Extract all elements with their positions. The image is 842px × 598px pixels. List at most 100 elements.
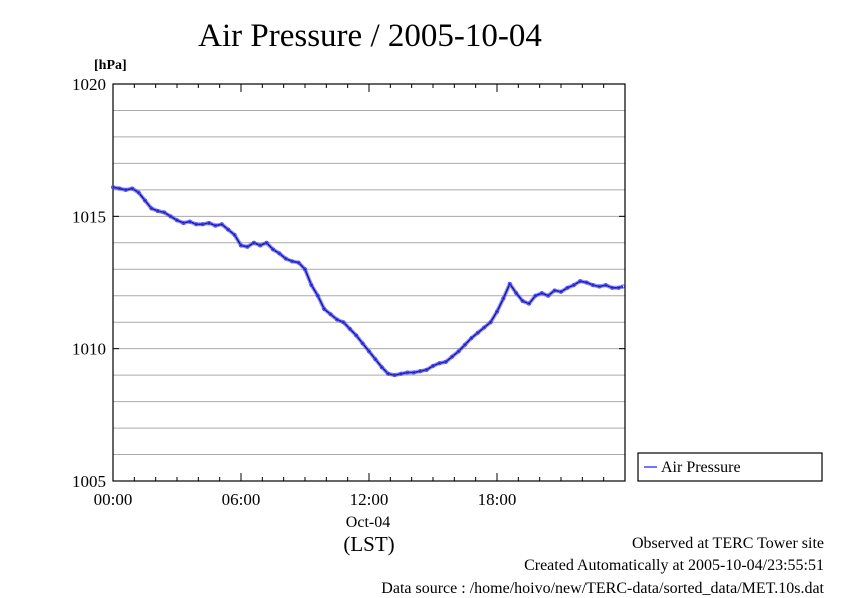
created-timestamp-note: Created Automatically at 2005-10-04/23:5… <box>524 557 824 574</box>
data-point <box>520 299 525 304</box>
data-source-note: Data source : /home/hoivo/new/TERC-data/… <box>381 580 824 597</box>
x-tick-label: 06:00 <box>222 490 261 509</box>
data-point <box>206 220 211 225</box>
data-point <box>142 198 147 203</box>
data-point <box>527 301 532 306</box>
data-point <box>571 283 576 288</box>
data-point <box>136 190 141 195</box>
data-point <box>155 209 160 214</box>
data-point <box>296 260 301 265</box>
data-point <box>168 214 173 219</box>
data-point <box>450 354 455 359</box>
data-point <box>398 371 403 376</box>
data-point <box>418 369 423 374</box>
y-tick-label: 1010 <box>72 340 106 359</box>
x-tick-label: 12:00 <box>350 490 389 509</box>
data-point <box>620 284 625 289</box>
data-point <box>507 281 512 286</box>
data-point <box>386 371 391 376</box>
data-point <box>424 367 429 372</box>
y-axis: 1005 1010 1015 1020 <box>72 75 625 491</box>
data-point <box>258 243 263 248</box>
x-tick-label: 18:00 <box>478 490 517 509</box>
data-point <box>443 359 448 364</box>
data-point <box>117 186 122 191</box>
data-point <box>302 267 307 272</box>
data-point <box>162 210 167 215</box>
data-point <box>373 357 378 362</box>
data-point <box>546 293 551 298</box>
data-point <box>430 363 435 368</box>
legend: Air Pressure <box>637 452 823 482</box>
data-point <box>469 336 474 341</box>
data-point <box>200 222 205 227</box>
data-point <box>341 320 346 325</box>
chart-title: Air Pressure / 2005-10-04 <box>198 18 542 54</box>
data-point <box>270 247 275 252</box>
data-point <box>405 370 410 375</box>
data-point <box>514 291 519 296</box>
data-point <box>174 218 179 223</box>
data-point <box>334 317 339 322</box>
data-point <box>130 186 135 191</box>
legend-box <box>637 452 823 482</box>
data-point <box>264 240 269 245</box>
data-point <box>328 312 333 317</box>
data-point <box>251 240 256 245</box>
data-point <box>315 293 320 298</box>
data-point <box>290 259 295 264</box>
data-point <box>462 342 467 347</box>
plot-border <box>112 83 626 482</box>
data-point <box>533 293 538 298</box>
data-point <box>552 288 557 293</box>
data-point <box>213 223 218 228</box>
x-axis-timezone-label: (LST) <box>343 532 394 556</box>
x-axis: 00:00 06:00 12:00 18:00 <box>94 84 626 509</box>
data-point <box>475 330 480 335</box>
series-halo <box>112 185 624 378</box>
plot-frame <box>112 83 626 482</box>
data-point <box>111 185 116 190</box>
x-axis-date-label: Oct-04 <box>346 514 390 531</box>
data-point <box>360 341 365 346</box>
data-point <box>616 285 621 290</box>
data-point <box>181 220 186 225</box>
data-point <box>366 349 371 354</box>
data-point <box>309 283 314 288</box>
data-point <box>187 219 192 224</box>
data-point <box>283 256 288 261</box>
data-point <box>437 361 442 366</box>
series-line <box>112 186 624 376</box>
data-point <box>194 222 199 227</box>
x-tick-label: 00:00 <box>94 490 133 509</box>
data-point <box>584 280 589 285</box>
data-point <box>232 232 237 237</box>
data-point <box>277 251 282 256</box>
data-point <box>539 291 544 296</box>
data-point <box>219 222 224 227</box>
data-point <box>456 349 461 354</box>
data-point <box>379 365 384 370</box>
data-point <box>603 283 608 288</box>
data-point <box>347 326 352 331</box>
data-point <box>226 227 231 232</box>
data-point <box>578 279 583 284</box>
data-point <box>559 289 564 294</box>
data-point <box>488 320 493 325</box>
data-point <box>149 206 154 211</box>
data-point <box>245 244 250 249</box>
data-point <box>597 284 602 289</box>
y-tick-label: 1005 <box>72 472 106 491</box>
legend-entry-label: Air Pressure <box>661 459 741 476</box>
data-point <box>354 333 359 338</box>
data-point <box>565 285 570 290</box>
data-point <box>591 283 596 288</box>
series-air-pressure <box>111 185 625 378</box>
y-tick-label: 1020 <box>72 75 106 94</box>
observed-site-note: Observed at TERC Tower site <box>631 535 824 552</box>
data-point <box>610 285 615 290</box>
data-point <box>123 187 128 192</box>
y-axis-unit-label: [hPa] <box>94 58 127 73</box>
data-point <box>494 309 499 314</box>
